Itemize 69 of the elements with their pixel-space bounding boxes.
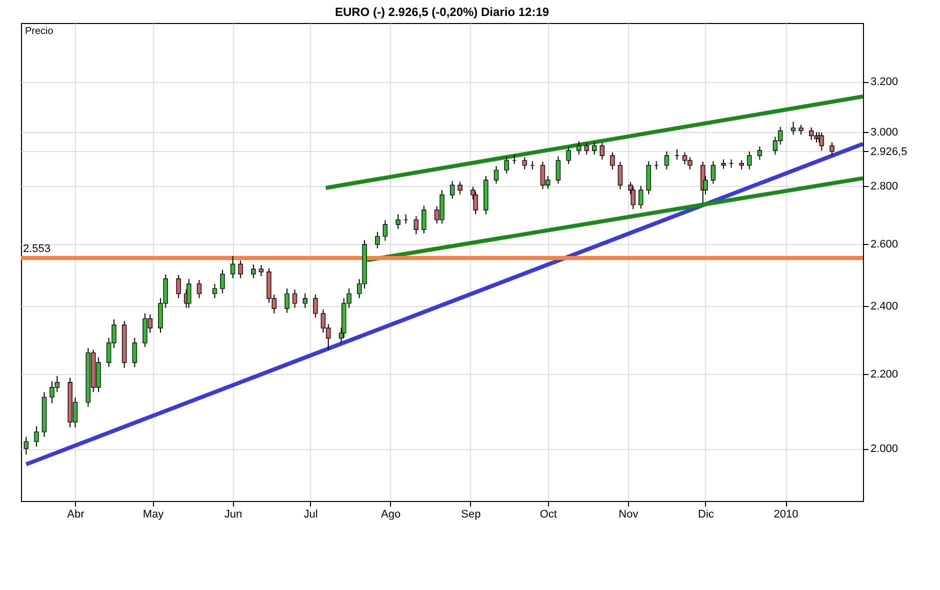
x-tick-label: Nov [618, 508, 639, 520]
x-tick-label: Dic [698, 508, 714, 520]
candlestick [34, 426, 39, 448]
candlestick [258, 264, 264, 277]
candlestick [504, 156, 509, 174]
candlestick [220, 269, 225, 294]
y-tick-label: 2.926,5 [870, 146, 908, 158]
candlestick [556, 156, 561, 184]
candlestick [757, 146, 762, 160]
candlestick [458, 181, 462, 195]
y-tick-label: 2.200 [870, 368, 898, 381]
x-tick-label: 2010 [774, 508, 798, 520]
x-tick-label: Jul [304, 508, 318, 520]
candlestick [450, 180, 455, 200]
candlestick [739, 160, 744, 170]
candlestick [284, 288, 290, 314]
candlestick [186, 278, 192, 308]
candlestick [522, 156, 527, 170]
candlestick [396, 214, 400, 230]
candlestick [566, 146, 571, 164]
x-tick-label: May [142, 508, 164, 520]
x-tick-label: Abr [67, 508, 85, 520]
y-tick-label: 2.400 [870, 300, 898, 313]
candlestick [375, 231, 380, 249]
candlestick [819, 132, 824, 152]
candlestick [830, 142, 834, 156]
y-tick-label: 3.200 [870, 76, 898, 88]
candlestick [710, 160, 716, 184]
candlestick [592, 141, 597, 156]
candlestick [414, 216, 419, 235]
candlestick [473, 191, 478, 215]
ref-line-label: 2.553 [23, 243, 51, 256]
y-tick-label: 2.800 [870, 180, 898, 192]
candlestick [576, 140, 582, 156]
candlestick [24, 436, 29, 455]
candlestick [630, 186, 636, 210]
candlestick [422, 205, 426, 234]
candlestick [196, 280, 202, 299]
y-tick-label: 2.000 [870, 443, 898, 456]
y-tick-label: 2.600 [870, 238, 898, 250]
y-tick-label: 3.000 [870, 126, 898, 139]
candlestick [808, 126, 814, 140]
candlestick [638, 185, 644, 210]
candlestick [132, 337, 137, 368]
candlestick [584, 142, 589, 156]
y-axis-title: Precio [25, 26, 54, 37]
chart-title: EURO (-) 2.926,5 (-0,20%) Diario 12:19 [334, 5, 550, 19]
candlestick [494, 166, 499, 184]
candlestick [600, 142, 604, 160]
x-tick-label: Jun [224, 508, 242, 520]
candlestick [664, 151, 670, 170]
candlestick [212, 283, 218, 299]
x-tick-label: Ago [381, 508, 401, 520]
x-tick-label: Oct [540, 508, 557, 520]
candlestick [618, 161, 623, 190]
candlestick [176, 274, 181, 299]
candlestick [238, 260, 243, 279]
candlestick [790, 121, 796, 136]
x-tick-label: Sep [461, 508, 481, 520]
candlestick [798, 124, 804, 136]
candlestick [292, 289, 298, 308]
candlestick [230, 255, 236, 279]
candlestick [251, 264, 256, 279]
candlestick [313, 294, 318, 318]
candlestick [610, 152, 615, 170]
candlestick [721, 158, 726, 170]
candlestick [302, 292, 308, 308]
candlestick [747, 151, 752, 170]
candlestick [382, 220, 388, 242]
